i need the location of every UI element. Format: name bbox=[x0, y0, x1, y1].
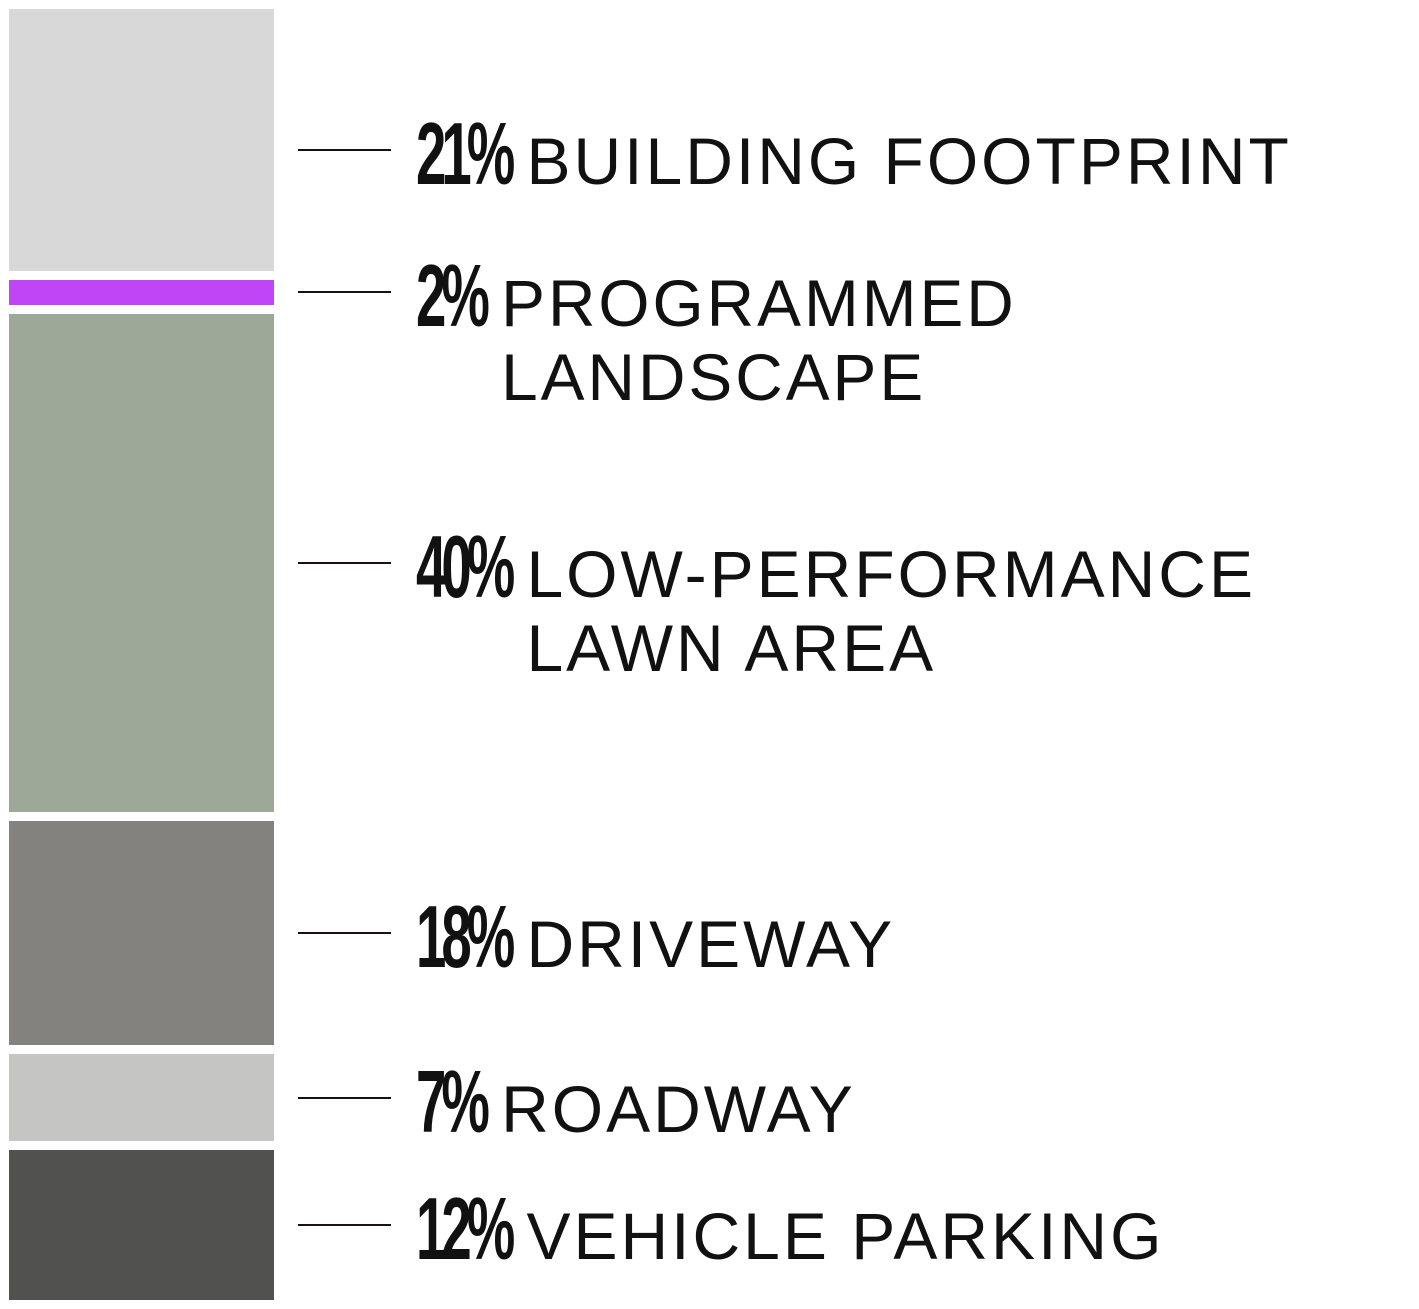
segment-label-4: 7% ROADWAY bbox=[416, 1051, 856, 1151]
segment-label-5: 12% VEHICLE PARKING bbox=[416, 1185, 1164, 1274]
bar-segment-2 bbox=[9, 313, 274, 812]
leader-line-1 bbox=[298, 291, 391, 294]
percent-label-4: 7% bbox=[416, 1051, 490, 1151]
leader-line-0 bbox=[298, 149, 391, 151]
percent-label-5: 12% bbox=[416, 1179, 515, 1279]
segment-label-2: 40% LOW-PERFORMANCE LAWN AREA bbox=[416, 516, 1256, 686]
segment-label-3: 18% DRIVEWAY bbox=[416, 893, 895, 982]
segment-label-0: 21% BUILDING FOOTPRINT bbox=[416, 110, 1292, 199]
percent-label-2: 40% bbox=[416, 516, 515, 616]
leader-line-5 bbox=[298, 1224, 391, 1227]
category-label-2: LOW-PERFORMANCE LAWN AREA bbox=[526, 536, 1256, 685]
bar-segment-0 bbox=[9, 9, 274, 271]
percent-label-1: 2% bbox=[416, 246, 490, 346]
bar-segment-4 bbox=[9, 1054, 274, 1142]
leader-line-3 bbox=[298, 932, 391, 935]
category-label-3: DRIVEWAY bbox=[526, 907, 896, 982]
category-label-1: PROGRAMMED LANDSCAPE bbox=[501, 266, 1017, 414]
bar-segment-3 bbox=[9, 820, 274, 1046]
category-label-4: ROADWAY bbox=[501, 1071, 856, 1146]
percent-label-3: 18% bbox=[416, 887, 515, 987]
category-label-0: BUILDING FOOTPRINT bbox=[526, 124, 1292, 198]
percent-label-0: 21% bbox=[416, 104, 515, 203]
leader-line-4 bbox=[298, 1096, 391, 1099]
leader-line-2 bbox=[298, 561, 391, 564]
category-label-5: VEHICLE PARKING bbox=[526, 1199, 1165, 1274]
bar-segment-1 bbox=[9, 279, 274, 305]
segment-label-1: 2% PROGRAMMED LANDSCAPE bbox=[416, 252, 1419, 414]
bar-segment-5 bbox=[9, 1150, 274, 1300]
